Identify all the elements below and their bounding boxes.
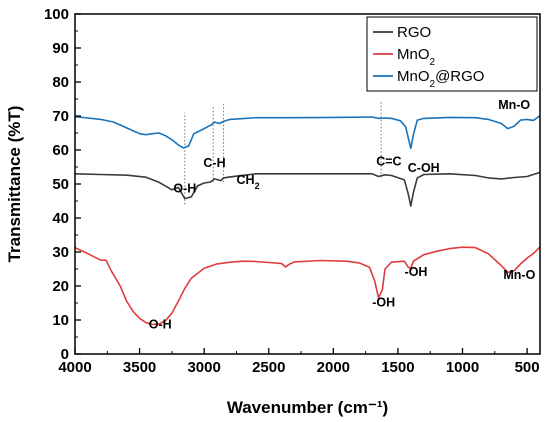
annotation-9: Mn-O	[503, 268, 535, 282]
series-line-1	[74, 246, 541, 326]
annotation-4: C-OH	[408, 161, 440, 175]
legend-label-2: MnO2@RGO	[397, 68, 484, 90]
y-tick-label-6: 60	[52, 142, 69, 159]
annotation-0: O-H	[173, 182, 196, 196]
annotation-7: -OH	[372, 295, 395, 309]
x-tick-label-5: 1500	[381, 359, 414, 376]
y-tick-label-0: 0	[61, 346, 69, 363]
series-line-2	[74, 115, 541, 150]
x-axis-title: Wavenumber (cm⁻¹)	[227, 398, 388, 417]
annotation-2: CH2	[237, 173, 260, 191]
y-tick-label-3: 30	[52, 244, 69, 261]
axis-ticks: 4000 3500 3000 2500 2000 1500 1000 500 0 10 20 30 40…	[44, 6, 540, 376]
series-lines	[74, 115, 541, 326]
annotation-5: Mn-O	[498, 98, 530, 112]
y-tick-label-8: 80	[52, 74, 69, 91]
y-axis-title: Transmittance (%T)	[5, 106, 24, 263]
x-tick-label-4: 2000	[317, 359, 350, 376]
peak-guide-lines	[184, 100, 382, 205]
annotation-8: -OH	[405, 265, 428, 279]
y-tick-label-4: 40	[52, 210, 69, 227]
x-tick-label-7: 500	[515, 359, 540, 376]
annotation-3: C=C	[376, 154, 401, 168]
x-tick-label-2: 3000	[187, 359, 220, 376]
x-tick-label-3: 2500	[252, 359, 285, 376]
y-tick-label-10: 100	[44, 6, 69, 23]
legend-label-0: RGO	[397, 24, 431, 41]
legend-label-1: MnO2	[397, 46, 436, 68]
peak-annotations: O-H C-H CH2 C=C C-OH Mn-O O-H -OH -OH Mn-O	[149, 98, 536, 331]
y-tick-label-7: 70	[52, 108, 69, 125]
y-tick-label-9: 90	[52, 40, 69, 57]
annotation-1: C-H	[203, 156, 225, 170]
y-tick-label-5: 50	[52, 176, 69, 193]
x-tick-label-6: 1000	[446, 359, 479, 376]
x-tick-label-0: 4000	[58, 359, 91, 376]
y-tick-label-1: 10	[52, 312, 69, 329]
series-line-0	[74, 171, 541, 207]
annotation-6: O-H	[149, 318, 172, 332]
x-tick-label-1: 3500	[123, 359, 156, 376]
legend-box	[366, 16, 538, 92]
y-tick-label-2: 20	[52, 278, 69, 295]
